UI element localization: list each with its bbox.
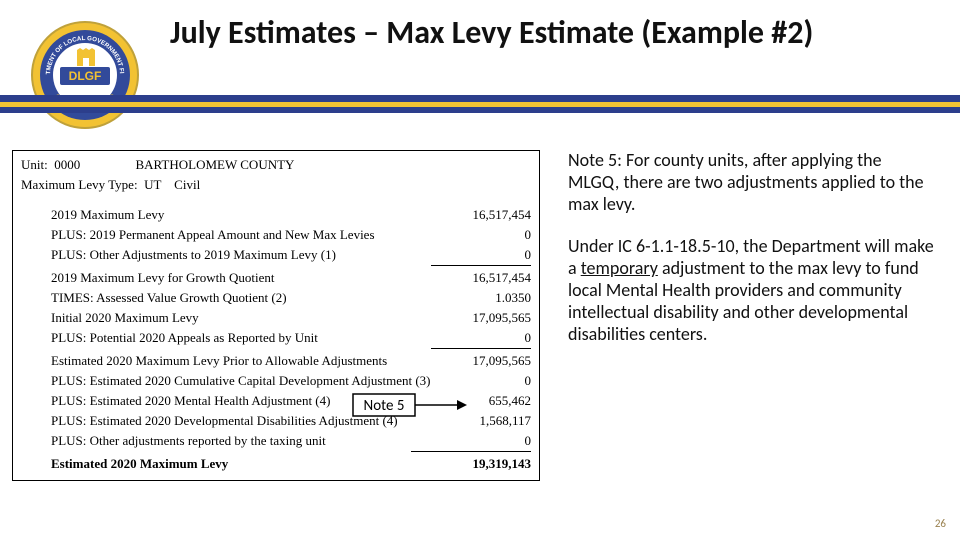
levy-row-value: 0 — [431, 330, 531, 346]
levy-row: Estimated 2020 Maximum Levy Prior to All… — [21, 353, 531, 369]
levy-row-value: 17,095,565 — [431, 353, 531, 369]
levy-row-label: 2019 Maximum Levy — [21, 207, 164, 223]
levy-row: TIMES: Assessed Value Growth Quotient (2… — [21, 290, 531, 306]
page-number: 26 — [935, 517, 946, 530]
levy-row-label: Estimated 2020 Maximum Levy — [21, 456, 228, 472]
levy-row-label: TIMES: Assessed Value Growth Quotient (2… — [21, 290, 287, 306]
levy-row-value: 17,095,565 — [431, 310, 531, 326]
svg-text:DLGF: DLGF — [69, 69, 102, 83]
levy-row: PLUS: 2019 Permanent Appeal Amount and N… — [21, 227, 531, 243]
levy-row-label: PLUS: 2019 Permanent Appeal Amount and N… — [21, 227, 375, 243]
header-stripes — [0, 95, 960, 113]
levy-row: PLUS: Potential 2020 Appeals as Reported… — [21, 330, 531, 346]
unit-line: Unit: 0000 BARTHOLOMEW COUNTY — [21, 157, 531, 173]
levy-type-code: UT — [144, 177, 161, 192]
levy-row: 2019 Maximum Levy 16,517,454 — [21, 207, 531, 223]
levy-row-label: Estimated 2020 Maximum Levy Prior to All… — [21, 353, 387, 369]
unit-name: BARTHOLOMEW COUNTY — [135, 157, 294, 172]
levy-row-label: PLUS: Potential 2020 Appeals as Reported… — [21, 330, 318, 346]
levy-row-value: 16,517,454 — [431, 270, 531, 286]
dlgf-seal: DEPARTMENT OF LOCAL GOVERNMENT FINANCE D… — [30, 20, 140, 130]
levy-type-line: Maximum Levy Type: UT Civil — [21, 177, 531, 193]
levy-row-label: PLUS: Estimated 2020 Cumulative Capital … — [21, 373, 430, 389]
levy-row-value: 1.0350 — [431, 290, 531, 306]
notes-column: Note 5: For county units, after applying… — [568, 150, 936, 481]
levy-row-value: 0 — [431, 433, 531, 449]
levy-row: 2019 Maximum Levy for Growth Quotient 16,… — [21, 270, 531, 286]
levy-row-label: Initial 2020 Maximum Levy — [21, 310, 199, 326]
levy-row: Initial 2020 Maximum Levy 17,095,565 — [21, 310, 531, 326]
unit-code: 0000 — [54, 157, 108, 173]
levy-row-label: PLUS: Other Adjustments to 2019 Maximum … — [21, 247, 336, 263]
levy-row: PLUS: Estimated 2020 Cumulative Capital … — [21, 373, 531, 389]
underlined-temporary: temporary — [581, 257, 658, 279]
levy-row: PLUS: Other adjustments reported by the … — [21, 433, 531, 449]
callout-label: Note 5 — [364, 397, 405, 415]
note5-detail: Under IC 6-1.1-18.5-10, the Department w… — [568, 236, 936, 346]
levy-row-label: 2019 Maximum Levy for Growth Quotient — [21, 270, 275, 286]
note5-intro: Note 5: For county units, after applying… — [568, 150, 936, 216]
levy-table: Unit: 0000 BARTHOLOMEW COUNTY Maximum Le… — [12, 150, 540, 481]
page-title: July Estimates – Max Levy Estimate (Exam… — [170, 15, 813, 52]
levy-row-value: 19,319,143 — [431, 456, 531, 472]
levy-row-label: PLUS: Estimated 2020 Mental Health Adjus… — [21, 393, 330, 409]
levy-row-label: PLUS: Estimated 2020 Developmental Disab… — [21, 413, 398, 429]
levy-row-label: PLUS: Other adjustments reported by the … — [21, 433, 326, 449]
levy-row-value: 0 — [431, 373, 531, 389]
levy-row: PLUS: Other Adjustments to 2019 Maximum … — [21, 247, 531, 263]
levy-type-desc: Civil — [174, 177, 200, 192]
levy-row: Estimated 2020 Maximum Levy 19,319,143 — [21, 456, 531, 472]
levy-row-value: 0 — [431, 227, 531, 243]
levy-row-value: 16,517,454 — [431, 207, 531, 223]
levy-row-value: 0 — [431, 247, 531, 263]
